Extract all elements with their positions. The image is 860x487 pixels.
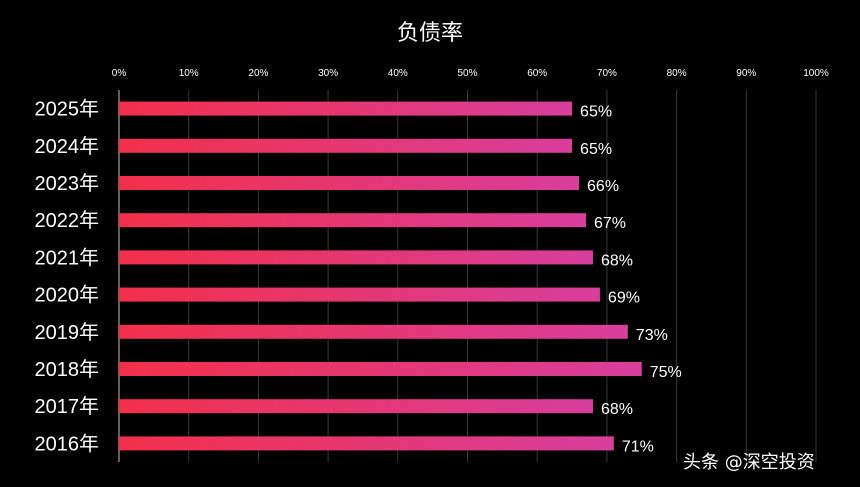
bar	[119, 213, 586, 228]
x-tick-label: 30%	[318, 68, 338, 79]
x-tick-label: 40%	[388, 68, 408, 79]
x-tick-labels: 0% 10% 20% 30% 40% 50% 60% 70% 80% 90% 100%	[112, 68, 829, 79]
bar	[119, 287, 600, 302]
x-tick-label: 10%	[179, 68, 199, 79]
bar	[119, 362, 642, 376]
category-label: 2024年	[35, 135, 100, 158]
category-label: 2021年	[35, 246, 100, 269]
bar	[119, 101, 573, 116]
bar	[119, 324, 628, 339]
x-tick-label: 60%	[527, 68, 547, 79]
value-label: 69%	[608, 290, 640, 307]
category-label: 2019年	[35, 321, 100, 344]
bar	[119, 250, 593, 265]
watermark: 头条 @深空投资	[683, 452, 815, 473]
category-label: 2025年	[35, 98, 100, 121]
value-labels: 65% 65% 66% 67% 68% 69% 73% 75% 68% 71%	[580, 104, 682, 456]
x-tick-label: 90%	[736, 68, 756, 79]
value-label: 71%	[622, 438, 654, 455]
x-tick-label: 70%	[597, 68, 617, 79]
x-tick-label: 80%	[667, 68, 687, 79]
value-label: 68%	[601, 252, 633, 269]
value-label: 65%	[580, 141, 612, 158]
bar	[119, 399, 593, 414]
value-label: 75%	[650, 364, 682, 381]
value-label: 65%	[580, 104, 612, 121]
value-label: 73%	[636, 327, 668, 344]
value-label: 66%	[587, 178, 619, 195]
category-label: 2022年	[35, 209, 100, 232]
category-label: 2016年	[35, 432, 100, 455]
bars	[119, 101, 642, 451]
category-label: 2020年	[35, 284, 100, 307]
x-tick-label: 20%	[248, 68, 268, 79]
value-label: 67%	[594, 215, 626, 232]
category-label: 2017年	[35, 395, 100, 418]
chart-title: 负债率	[397, 21, 463, 46]
category-label: 2018年	[35, 358, 100, 381]
x-tick-label: 50%	[457, 68, 477, 79]
bar	[119, 176, 580, 190]
bar	[119, 138, 573, 153]
x-tick-label: 100%	[803, 68, 829, 79]
value-label: 68%	[601, 401, 633, 418]
category-labels: 2025年 2024年 2023年 2022年 2021年 2020年 2019年 2018年…	[35, 98, 100, 456]
x-tick-label: 0%	[112, 68, 127, 79]
bar	[119, 436, 614, 451]
category-label: 2023年	[35, 172, 100, 195]
